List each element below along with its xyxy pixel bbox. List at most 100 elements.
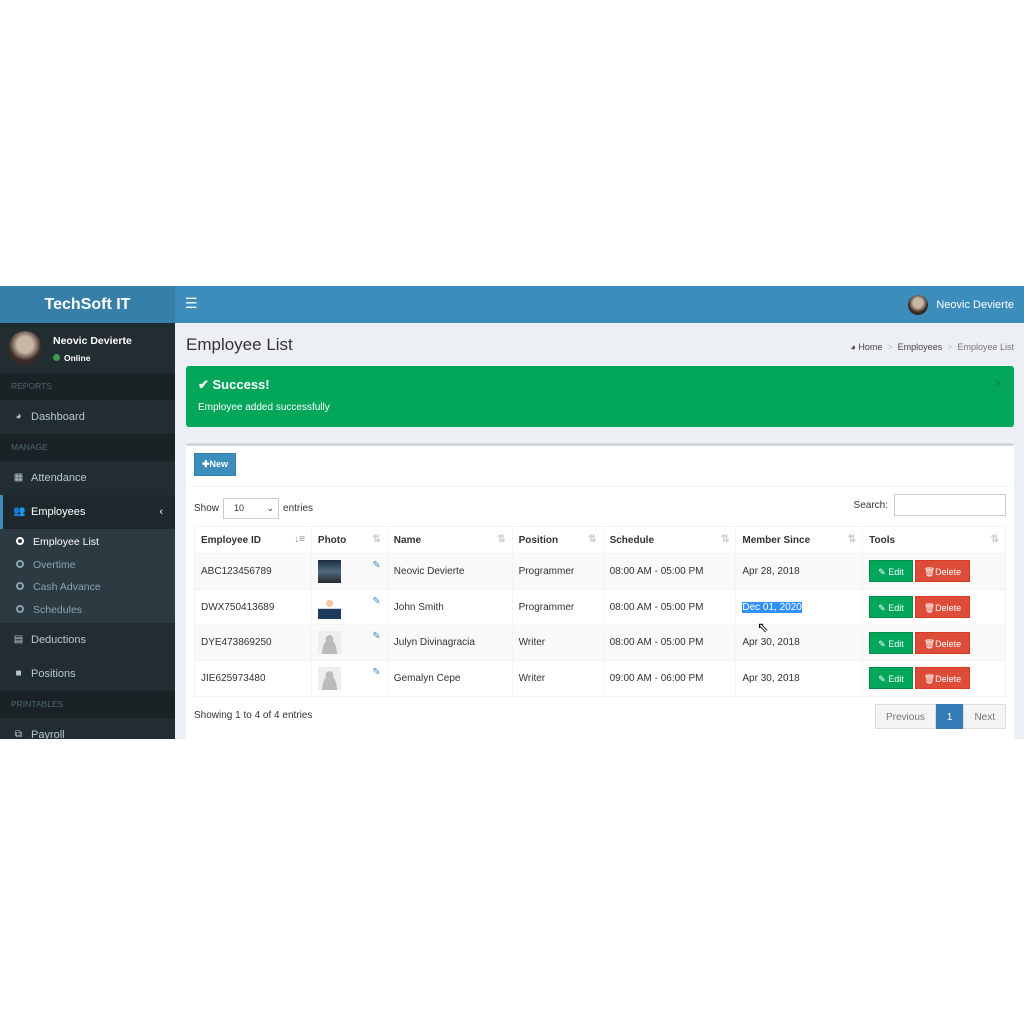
edit-photo-icon[interactable]: ✎ xyxy=(372,559,381,571)
divider xyxy=(186,486,1014,487)
breadcrumb-employees[interactable]: Employees xyxy=(897,342,943,352)
sidebar-item-attendance[interactable]: ▦ Attendance xyxy=(0,461,175,495)
edit-button[interactable]: ✎ Edit xyxy=(869,560,913,583)
delete-button[interactable]: 🗑Delete xyxy=(914,667,971,690)
sidebar-subitem-cash-advance[interactable]: Cash Advance xyxy=(0,576,175,599)
alert-title: ✔ Success! xyxy=(198,377,270,393)
cell-id: JIE625973480 xyxy=(194,660,312,697)
header-label: Employee ID xyxy=(201,534,262,546)
delete-button[interactable]: 🗑Delete xyxy=(914,596,971,619)
table-row: JIE625973480 ✎ Gemalyn Cepe Writer 09:00… xyxy=(194,660,1006,697)
button-label: Delete xyxy=(935,603,962,614)
check-icon: ✔ xyxy=(198,377,213,392)
close-icon[interactable]: × xyxy=(994,376,1002,390)
edit-icon: ✎ xyxy=(878,603,889,614)
sidebar: Neovic Devierte Online REPORTS ◕ Dashboar… xyxy=(0,323,175,739)
sidebar-item-label: Dashboard xyxy=(31,411,85,423)
subitem-label: Schedules xyxy=(33,603,83,616)
alert-message: Employee added successfully xyxy=(198,402,330,413)
sidebar-item-employees[interactable]: 👥 Employees ‹ xyxy=(0,495,175,529)
column-header[interactable]: Member Since ⇅ xyxy=(735,526,864,554)
page-title: Employee List xyxy=(186,335,293,354)
cell-member-since: Apr 28, 2018 xyxy=(735,553,864,590)
section-header: PRINTABLES xyxy=(0,691,175,718)
new-employee-button[interactable]: ✚New xyxy=(194,453,236,476)
trash-icon: 🗑 xyxy=(923,603,936,614)
circle-icon xyxy=(16,537,24,545)
circle-icon xyxy=(16,559,24,568)
button-label: Edit xyxy=(888,567,904,578)
column-header[interactable]: Schedule ⇅ xyxy=(602,526,737,554)
sidebar-item-label: Attendance xyxy=(31,472,87,484)
circle-icon xyxy=(16,604,24,613)
table-row: ABC123456789 ✎ Neovic Devierte Programme… xyxy=(194,553,1006,590)
section-header: REPORTS xyxy=(0,373,175,400)
chevron-left-icon: ‹ xyxy=(159,506,163,518)
user-menu[interactable]: Neovic Devierte xyxy=(908,295,1014,315)
edit-photo-icon[interactable]: ✎ xyxy=(372,666,381,678)
cell-tools: ✎ Edit 🗑Delete xyxy=(862,588,1006,626)
sidebar-subitem-schedules[interactable]: Schedules xyxy=(0,599,175,622)
sidebar-item-positions[interactable]: ■ Positions xyxy=(0,657,175,691)
users-icon: 👥 xyxy=(13,506,26,517)
cell-name: Neovic Devierte xyxy=(386,553,513,590)
menu-toggle-icon[interactable]: ☰ xyxy=(185,295,198,311)
sidebar-subitem-overtime[interactable]: Overtime xyxy=(0,554,175,577)
cell-id: ABC123456789 xyxy=(194,553,312,590)
search-input[interactable] xyxy=(894,494,1006,516)
cell-position: Programmer xyxy=(511,553,604,590)
sort-icon: ⇅ xyxy=(720,534,730,545)
sidebar-item-deductions[interactable]: ▤ Deductions xyxy=(0,623,175,657)
sidebar-item-label: Payroll xyxy=(31,729,65,739)
column-header[interactable]: Employee ID ↓≡ xyxy=(194,526,312,554)
page-1-button[interactable]: 1 xyxy=(935,704,964,729)
cell-member-since: Apr 30, 2018 xyxy=(735,624,864,662)
column-header[interactable]: Name ⇅ xyxy=(386,526,513,554)
sidebar-subitem-employee-list[interactable]: Employee List xyxy=(0,531,175,554)
edit-icon: ✎ xyxy=(878,638,889,649)
status-text: Online xyxy=(64,353,91,363)
sort-icon: ⇅ xyxy=(372,534,381,545)
next-button[interactable]: Next xyxy=(963,704,1006,729)
brand-logo[interactable]: TechSoft IT xyxy=(0,286,175,323)
dashboard-icon: ◕ xyxy=(15,411,22,422)
breadcrumb-separator: > xyxy=(887,342,893,352)
button-label: Edit xyxy=(888,674,904,685)
column-header[interactable]: Tools ⇅ xyxy=(862,526,1006,554)
edit-photo-icon[interactable]: ✎ xyxy=(372,631,381,643)
employees-submenu: Employee List Overtime Cash Advance Sche… xyxy=(0,529,175,623)
avatar xyxy=(908,295,929,315)
cell-member-since: Dec 01, 2020 xyxy=(735,588,864,626)
calendar-icon: ▦ xyxy=(13,472,24,483)
member-since-text: Apr 30, 2018 xyxy=(742,637,800,649)
member-since-text: Apr 30, 2018 xyxy=(742,672,800,684)
edit-button[interactable]: ✎ Edit xyxy=(869,667,913,690)
edit-button[interactable]: ✎ Edit xyxy=(869,596,913,619)
delete-button[interactable]: 🗑Delete xyxy=(914,560,971,583)
section-header: MANAGE xyxy=(0,434,175,461)
column-header[interactable]: Position ⇅ xyxy=(511,526,604,554)
trash-icon: 🗑 xyxy=(923,638,936,649)
button-label: New xyxy=(209,459,229,469)
employee-photo xyxy=(317,666,341,690)
entries-select[interactable]: 10 ⌄ xyxy=(223,498,280,519)
column-header[interactable]: Photo ⇅ xyxy=(310,526,388,554)
trash-icon: 🗑 xyxy=(923,674,936,685)
sidebar-item-payroll[interactable]: ⧉ Payroll xyxy=(0,718,175,739)
breadcrumb-home[interactable]: Home xyxy=(858,342,883,352)
sidebar-item-label: Employees xyxy=(31,506,86,518)
subitem-label: Overtime xyxy=(33,558,76,571)
header-label: Name xyxy=(393,534,422,546)
table-row: DWX750413689 ✎ John Smith Programmer 08:… xyxy=(194,588,1006,626)
cell-tools: ✎ Edit 🗑Delete xyxy=(862,624,1006,662)
mouse-cursor-icon: ⇖ xyxy=(757,619,769,635)
sidebar-item-dashboard[interactable]: ◕ Dashboard xyxy=(0,400,175,434)
delete-button[interactable]: 🗑Delete xyxy=(914,631,971,654)
previous-button[interactable]: Previous xyxy=(874,704,936,729)
cell-photo: ✎ xyxy=(310,588,388,626)
edit-button[interactable]: ✎ Edit xyxy=(869,631,913,654)
edit-icon: ✎ xyxy=(878,674,889,685)
edit-photo-icon[interactable]: ✎ xyxy=(372,595,381,607)
cell-schedule: 08:00 AM - 05:00 PM xyxy=(602,588,737,626)
button-label: Delete xyxy=(935,674,962,685)
